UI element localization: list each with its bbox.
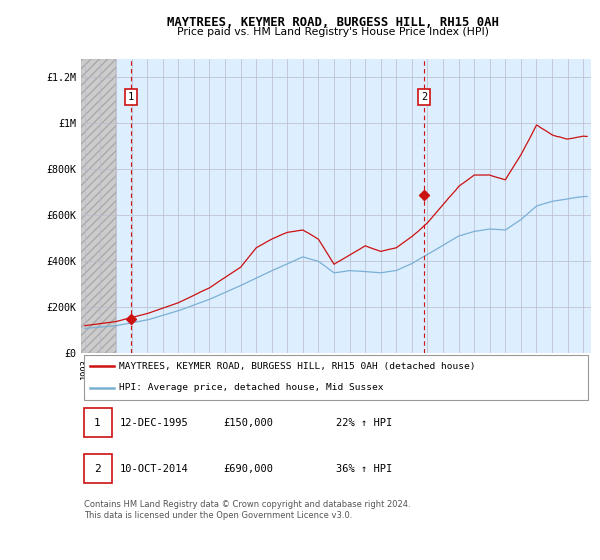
Text: Price paid vs. HM Land Registry's House Price Index (HPI): Price paid vs. HM Land Registry's House … <box>177 27 489 37</box>
FancyBboxPatch shape <box>83 408 112 437</box>
FancyBboxPatch shape <box>83 455 112 483</box>
Text: 1: 1 <box>128 92 134 102</box>
FancyBboxPatch shape <box>83 355 589 399</box>
Text: Contains HM Land Registry data © Crown copyright and database right 2024.
This d: Contains HM Land Registry data © Crown c… <box>83 500 410 520</box>
Text: 1: 1 <box>94 418 101 428</box>
Text: 10-OCT-2014: 10-OCT-2014 <box>119 464 188 474</box>
Text: 22% ↑ HPI: 22% ↑ HPI <box>336 418 392 428</box>
Text: MAYTREES, KEYMER ROAD, BURGESS HILL, RH15 0AH (detached house): MAYTREES, KEYMER ROAD, BURGESS HILL, RH1… <box>119 362 476 371</box>
Text: 2: 2 <box>94 464 101 474</box>
Bar <box>81 59 116 353</box>
Text: 12-DEC-1995: 12-DEC-1995 <box>119 418 188 428</box>
Text: MAYTREES, KEYMER ROAD, BURGESS HILL, RH15 0AH: MAYTREES, KEYMER ROAD, BURGESS HILL, RH1… <box>167 16 499 29</box>
Text: 2: 2 <box>421 92 427 102</box>
Text: 36% ↑ HPI: 36% ↑ HPI <box>336 464 392 474</box>
Text: £690,000: £690,000 <box>224 464 274 474</box>
Text: £150,000: £150,000 <box>224 418 274 428</box>
Text: HPI: Average price, detached house, Mid Sussex: HPI: Average price, detached house, Mid … <box>119 384 384 393</box>
